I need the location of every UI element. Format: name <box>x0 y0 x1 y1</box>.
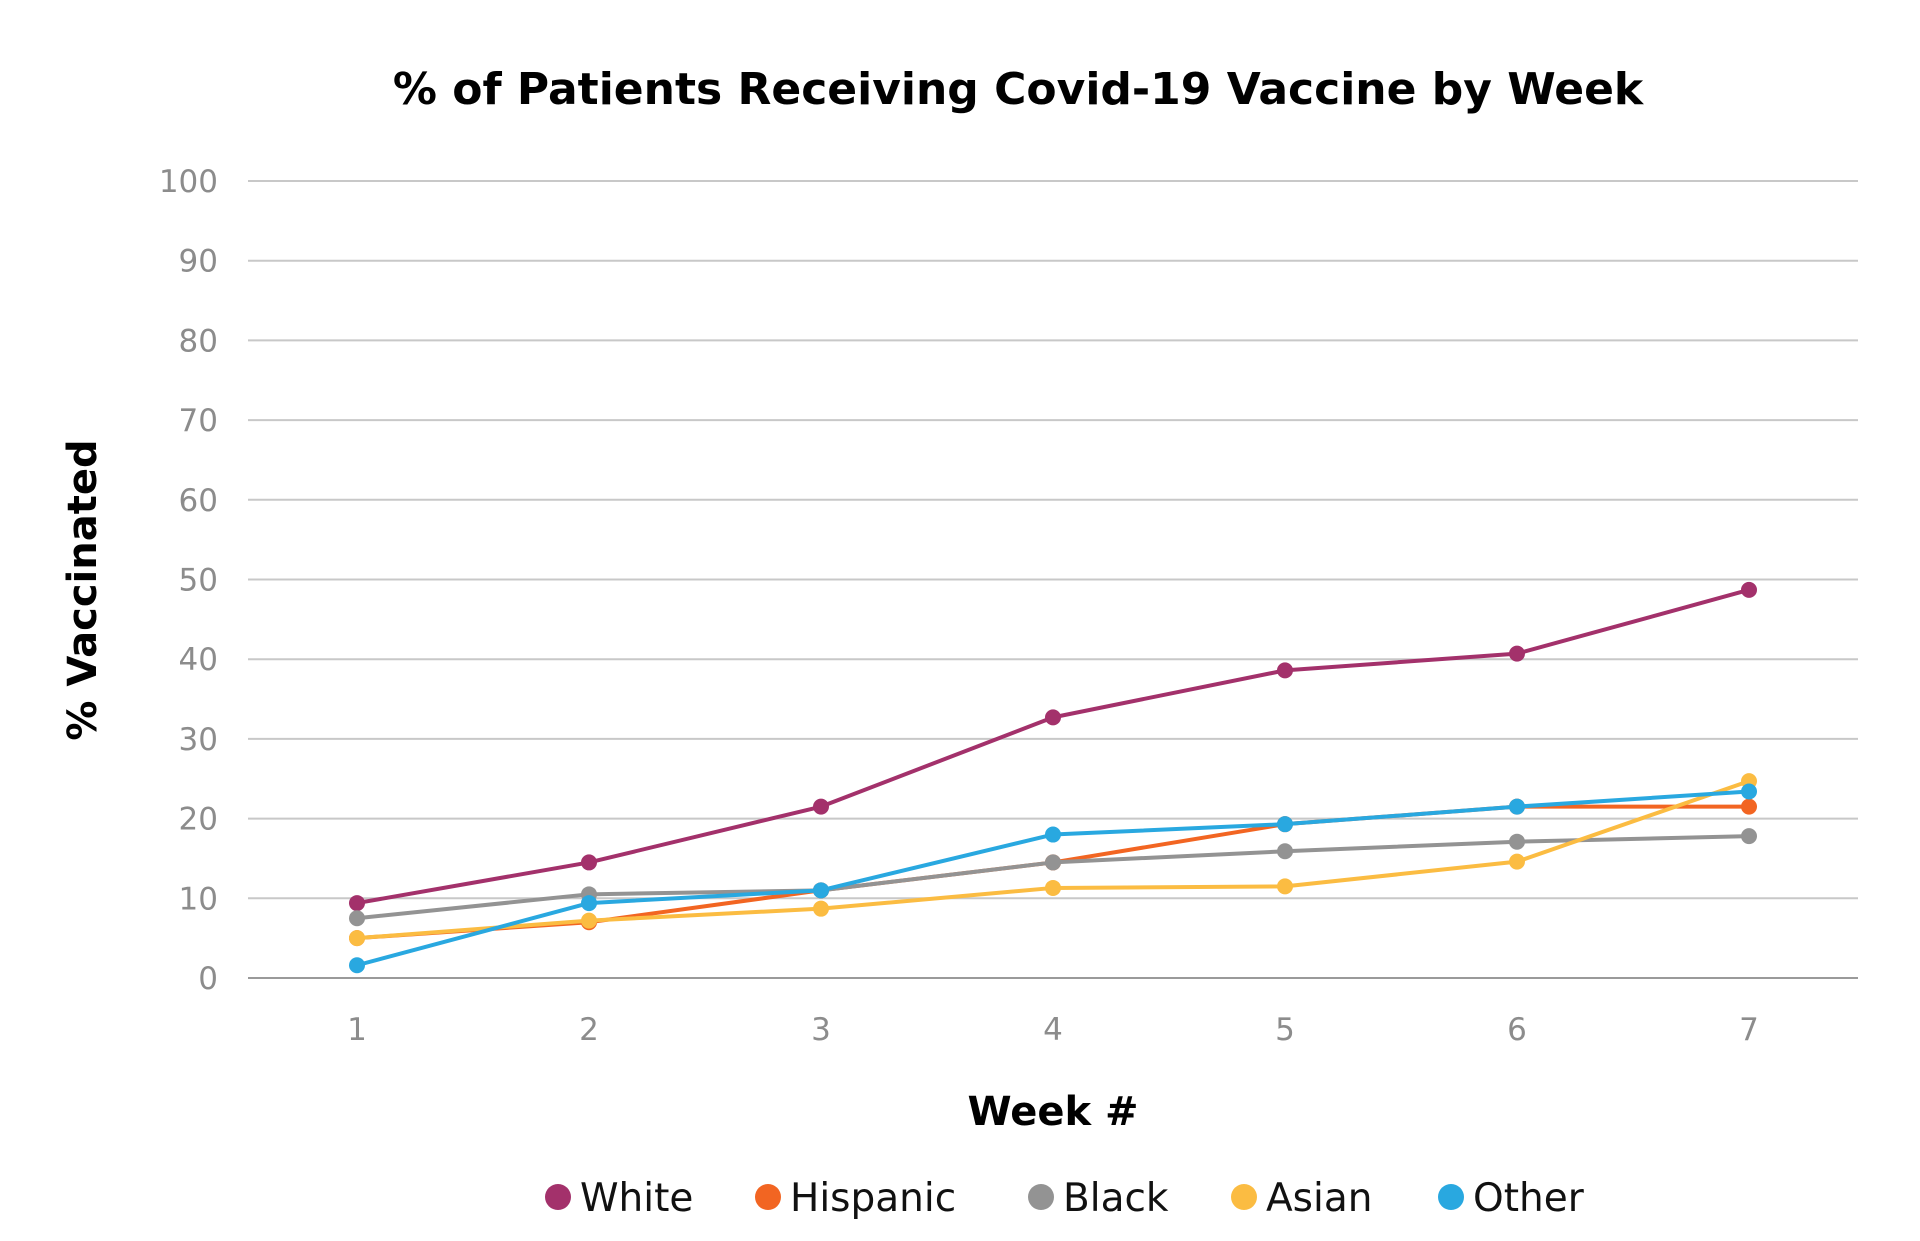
data-point-black <box>1277 843 1293 860</box>
legend-label: Black <box>1063 1176 1169 1221</box>
data-point-white <box>1277 662 1293 679</box>
data-point-other <box>1509 798 1525 815</box>
x-tick-label: 4 <box>1043 1012 1063 1048</box>
data-point-black <box>1509 833 1525 850</box>
data-point-other <box>1277 816 1293 833</box>
data-point-white <box>1045 709 1061 726</box>
series-other <box>349 783 1757 974</box>
data-point-white <box>349 895 365 912</box>
series-line-hispanic <box>355 804 1751 941</box>
data-point-other <box>1045 826 1061 843</box>
y-tick-label: 30 <box>179 722 218 758</box>
x-tick-label: 3 <box>811 1012 831 1048</box>
data-point-white <box>1509 645 1525 662</box>
x-tick-label: 2 <box>579 1012 599 1048</box>
x-tick-label: 1 <box>347 1012 367 1048</box>
data-point-asian <box>1509 853 1525 870</box>
x-tick-label: 6 <box>1507 1012 1527 1048</box>
y-tick-label: 50 <box>179 563 218 599</box>
data-point-black <box>349 910 365 927</box>
data-point-other <box>581 895 597 912</box>
y-tick-label: 90 <box>179 244 218 280</box>
data-point-other <box>349 957 365 974</box>
series-lines <box>349 581 1757 974</box>
legend-label: Asian <box>1266 1176 1372 1221</box>
legend: White Hispanic Black Asian Other <box>545 1176 1585 1221</box>
legend-item-white: White <box>545 1176 693 1221</box>
legend-marker <box>1028 1184 1054 1210</box>
x-tick-label: 5 <box>1275 1012 1295 1048</box>
x-axis-ticks: 1 2 3 4 5 6 7 <box>347 1012 1759 1048</box>
legend-label: White <box>580 1176 693 1221</box>
legend-marker <box>1231 1184 1257 1210</box>
data-point-white <box>813 798 829 815</box>
legend-marker <box>1438 1184 1464 1210</box>
y-tick-label: 0 <box>198 961 218 997</box>
data-point-asian <box>581 912 597 929</box>
x-tick-label: 7 <box>1739 1012 1759 1048</box>
legend-item-black: Black <box>1028 1176 1169 1221</box>
series-white <box>349 581 1757 912</box>
data-point-other <box>813 882 829 899</box>
y-tick-label: 40 <box>179 642 218 678</box>
chart-title: % of Patients Receiving Covid-19 Vaccine… <box>393 64 1645 115</box>
y-tick-label: 100 <box>159 164 218 200</box>
y-tick-label: 60 <box>179 483 218 519</box>
data-point-asian <box>813 900 829 917</box>
y-tick-label: 10 <box>179 881 218 917</box>
series-line-other <box>355 789 1751 968</box>
y-tick-label: 70 <box>179 403 218 439</box>
y-tick-label: 80 <box>179 323 218 359</box>
data-point-white <box>1741 581 1757 598</box>
data-point-white <box>581 854 597 871</box>
y-axis-title: % Vaccinated <box>60 439 106 740</box>
gridlines <box>248 180 1858 979</box>
legend-marker <box>755 1184 781 1210</box>
legend-label: Other <box>1473 1176 1585 1221</box>
legend-item-hispanic: Hispanic <box>755 1176 956 1221</box>
y-tick-label: 20 <box>179 802 218 838</box>
y-axis-ticks: 0 10 20 30 40 50 60 70 80 90 100 <box>159 164 218 997</box>
data-point-asian <box>349 930 365 947</box>
data-point-black <box>1741 828 1757 845</box>
legend-label: Hispanic <box>790 1176 956 1221</box>
data-point-asian <box>1277 878 1293 895</box>
legend-marker <box>545 1184 571 1210</box>
data-point-asian <box>1045 879 1061 896</box>
data-point-other <box>1741 783 1757 800</box>
legend-item-other: Other <box>1438 1176 1585 1221</box>
x-axis-title: Week # <box>968 1089 1139 1135</box>
data-point-black <box>1045 854 1061 871</box>
series-line-black <box>355 834 1751 921</box>
legend-item-asian: Asian <box>1231 1176 1372 1221</box>
data-point-hispanic <box>1741 798 1757 815</box>
